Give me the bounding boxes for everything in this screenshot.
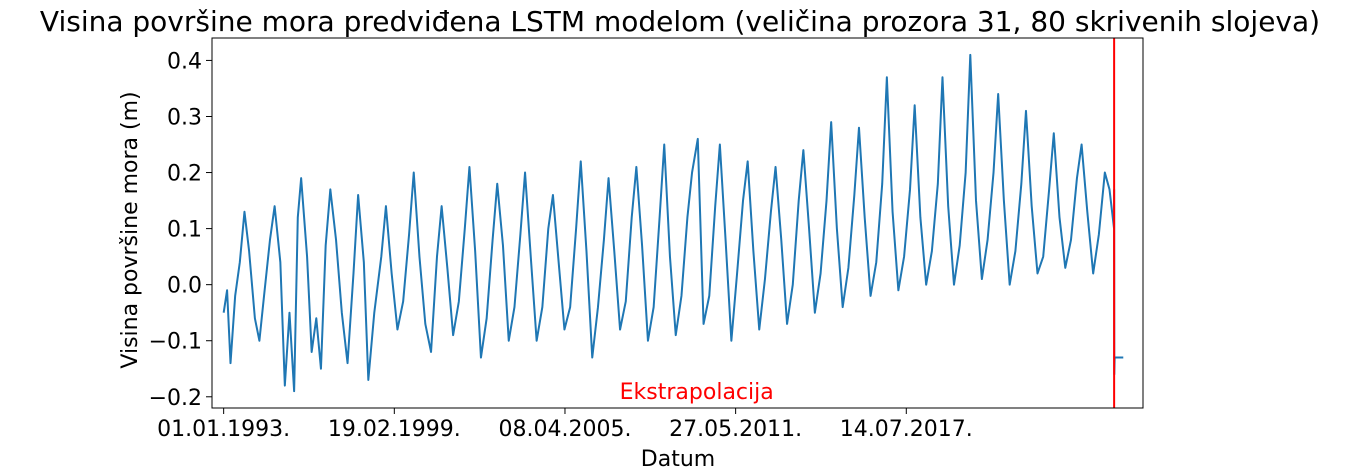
x-tick-label: 14.07.2017. <box>840 417 973 442</box>
y-tick-label: 0.2 <box>167 162 202 187</box>
chart-title: Visina površine mora predviđena LSTM mod… <box>40 5 1320 38</box>
x-tick-label: 19.02.1999. <box>328 417 461 442</box>
x-tick-label: 27.05.2011. <box>669 417 802 442</box>
y-axis-label: Visina površine mora (m) <box>118 91 143 368</box>
y-tick-label: −0.1 <box>149 330 202 355</box>
x-tick-label: 08.04.2005. <box>498 417 631 442</box>
y-tick-label: 0.3 <box>167 105 202 130</box>
y-tick-label: −0.2 <box>149 386 202 411</box>
x-tick-label: 01.01.1993. <box>157 417 290 442</box>
plot-area: Ekstrapolacija −0.2 −0.1 0.0 0.1 0.2 0.3 0.4 01.… <box>149 37 1144 442</box>
y-tick-label: 0.4 <box>167 49 202 74</box>
plot-frame <box>211 37 1144 409</box>
annotation-label: Ekstrapolacija <box>620 380 774 405</box>
series-line-2 <box>1113 189 1124 376</box>
x-axis-label: Datum <box>641 447 715 472</box>
y-tick-label: 0.1 <box>167 218 202 243</box>
series-line-1 <box>222 53 1116 393</box>
y-tick-label: 0.0 <box>167 274 202 299</box>
